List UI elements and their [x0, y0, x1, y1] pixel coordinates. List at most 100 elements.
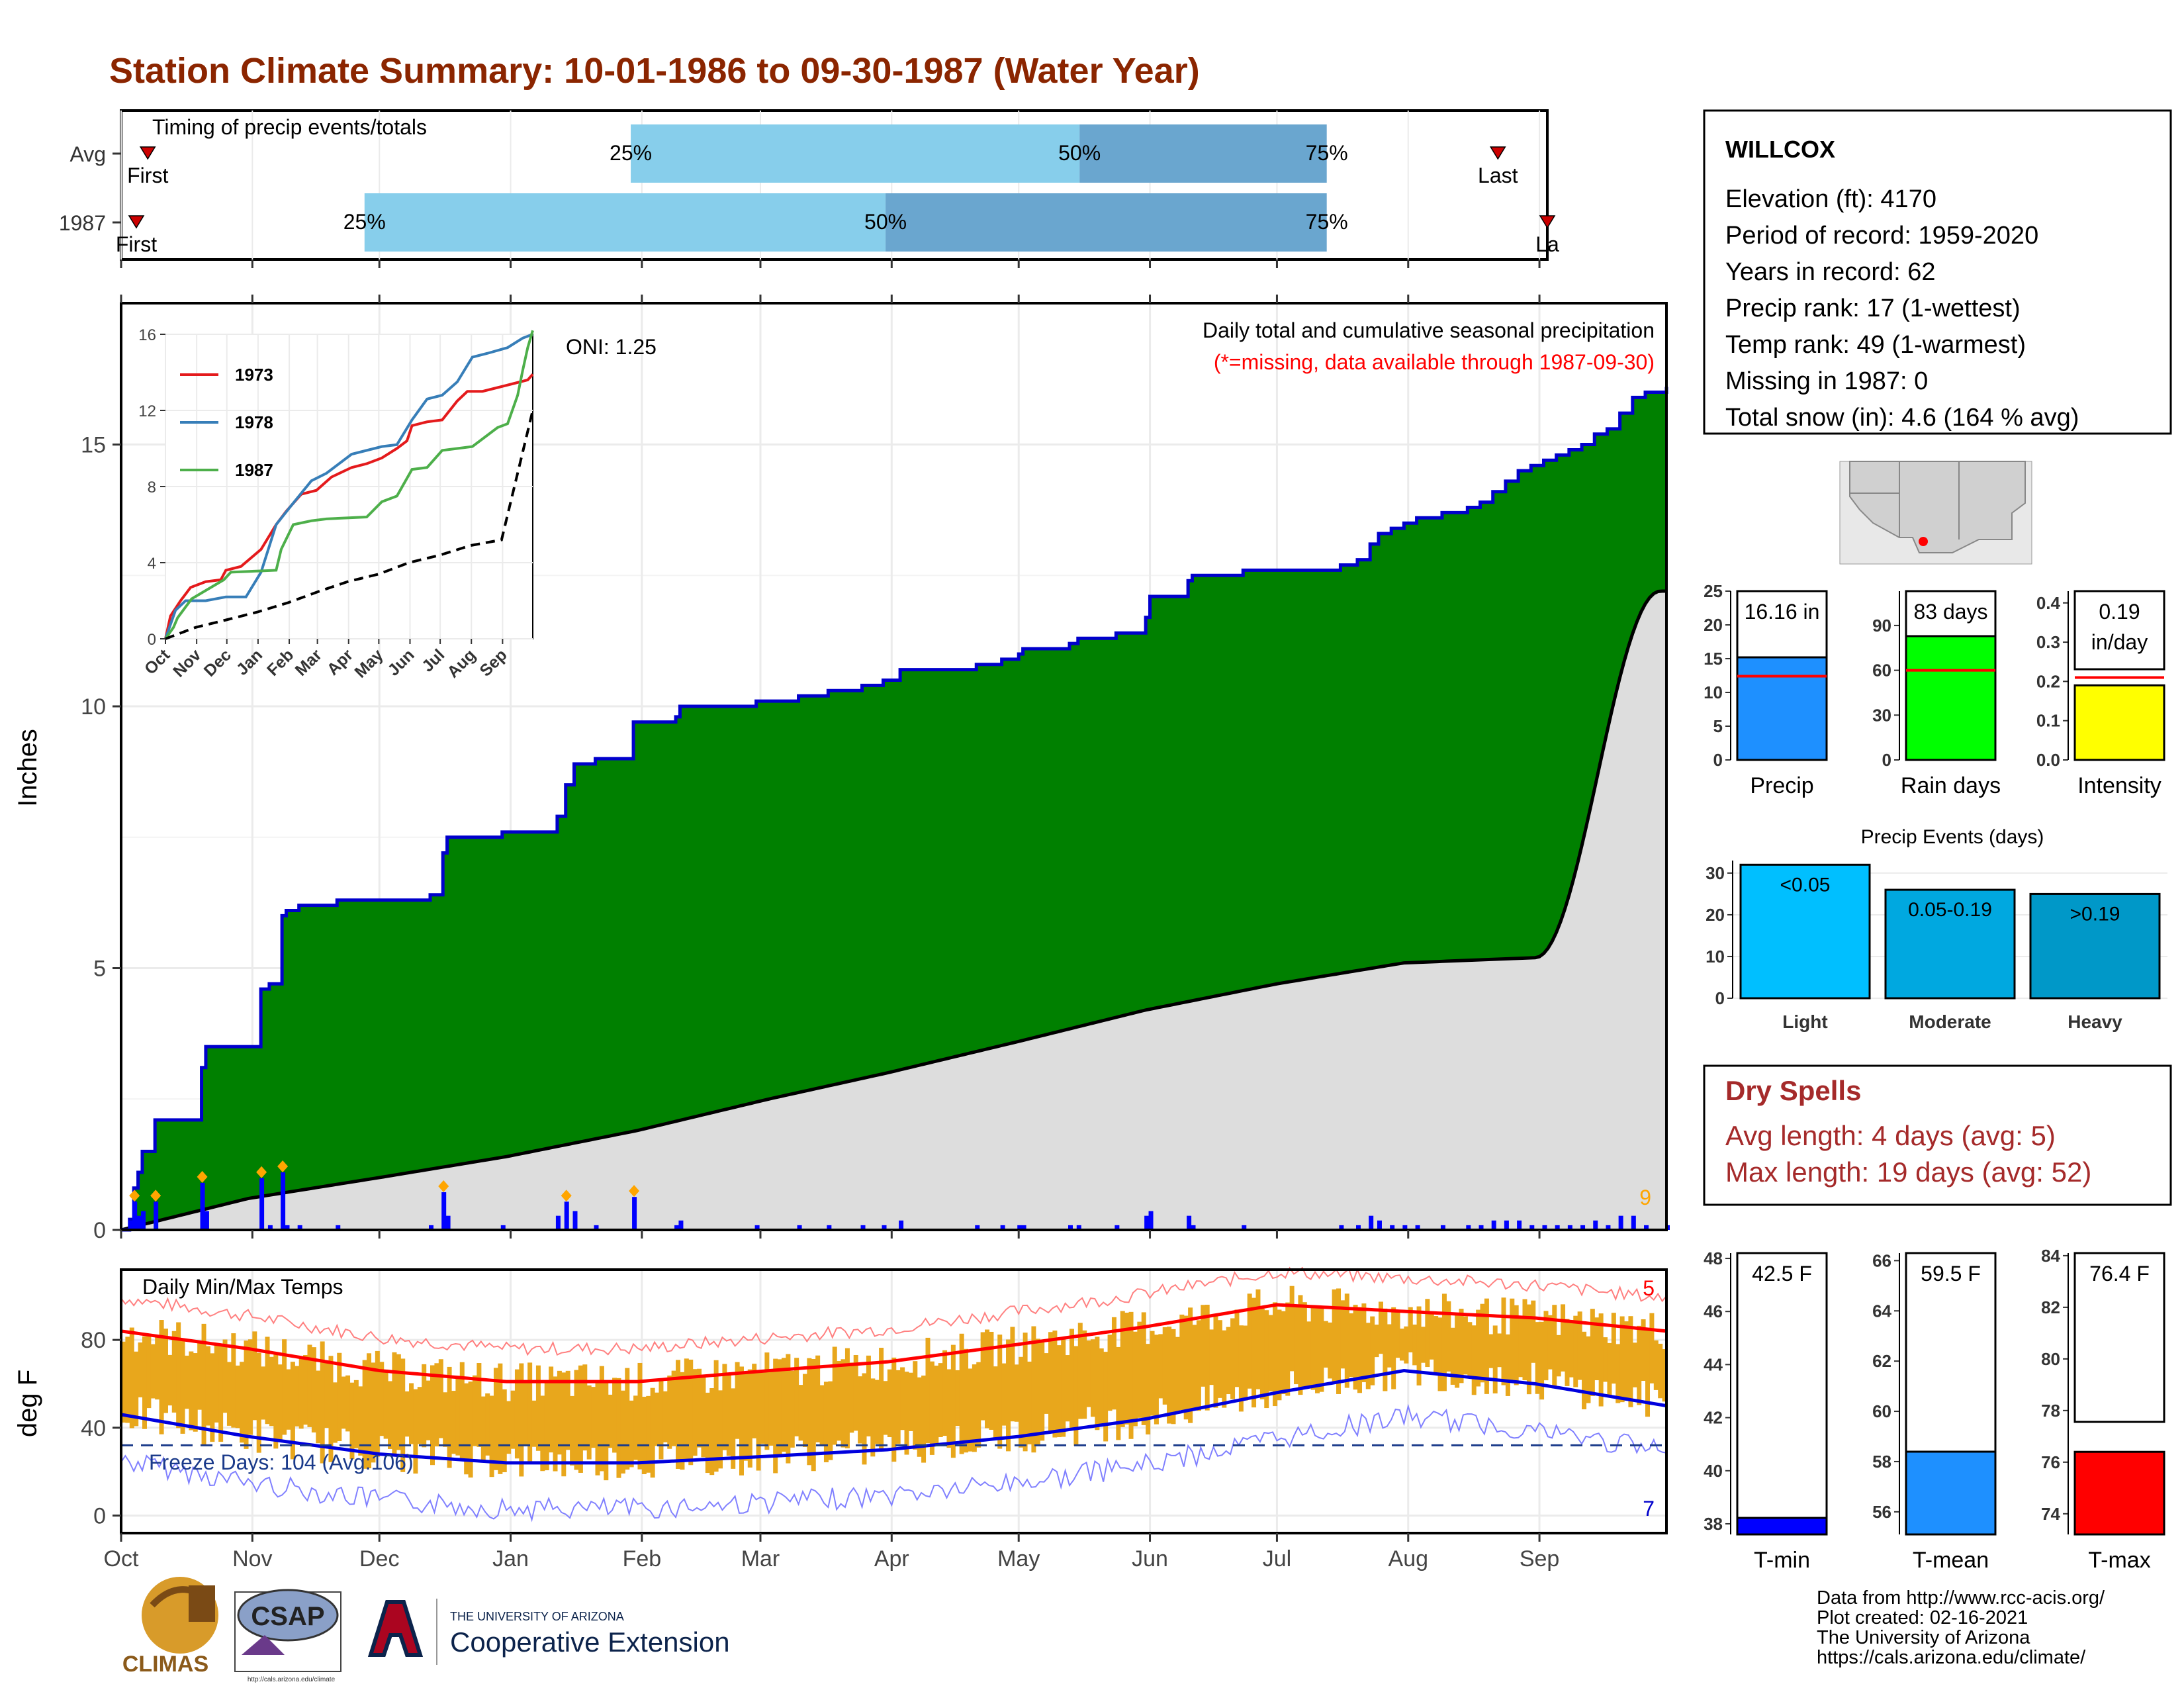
daily-temp-range [807, 1358, 812, 1466]
daily-temp-range [455, 1376, 461, 1456]
daily-temp-range [248, 1339, 253, 1435]
daily-temp-range [1615, 1344, 1621, 1403]
small-bar-ytick-label: 48 [1704, 1248, 1723, 1268]
small-bar-chart: 38 40 42 44 46 48 42.5 F T-min [1704, 1248, 1828, 1573]
station-location-marker [1919, 537, 1928, 546]
daily-temp-range [447, 1366, 452, 1468]
daily-temp-range [1632, 1342, 1637, 1387]
daily-precip-bar [754, 1225, 760, 1230]
month-label: May [997, 1546, 1040, 1571]
daily-temp-range [163, 1329, 168, 1413]
dry-spells-frame [1703, 1064, 2172, 1206]
small-bar-category: Rain days [1901, 773, 2001, 798]
daily-temp-range [802, 1374, 807, 1447]
timing-bar-dark [886, 193, 1327, 252]
daily-temp-range [1577, 1311, 1582, 1380]
small-bar-ytick-label: 82 [2041, 1297, 2060, 1317]
month-label: Feb [623, 1546, 662, 1571]
daily-temp-range [1488, 1334, 1494, 1368]
inset-legend-label: 1987 [235, 460, 273, 480]
daily-precip-bar [1369, 1215, 1374, 1230]
timing-bar-dark [1079, 124, 1327, 183]
daily-temp-range [295, 1366, 300, 1427]
daily-temp-range [1662, 1349, 1667, 1402]
daily-precip-bar [1466, 1225, 1471, 1230]
daily-temp-range [1158, 1334, 1163, 1399]
events-bar-label: >0.19 [2070, 903, 2120, 925]
daily-temp-range [676, 1360, 681, 1469]
record-low-line [120, 1403, 1667, 1523]
daily-temp-range [853, 1354, 858, 1431]
daily-temp-range [480, 1396, 486, 1461]
daily-temp-range [692, 1369, 698, 1456]
daily-temp-range [493, 1368, 498, 1470]
daily-temp-range [938, 1363, 943, 1438]
daily-temp-range [1526, 1304, 1531, 1395]
daily-temp-range [337, 1352, 342, 1441]
small-bar-ytick-label: 40 [1704, 1461, 1723, 1481]
daily-temp-range [874, 1380, 880, 1444]
small-bar-ytick-label: 90 [1872, 616, 1891, 635]
small-bar-ytick-label: 0 [1882, 750, 1891, 770]
small-bar-value-label: 76.4 F [2089, 1262, 2150, 1286]
daily-temp-range [320, 1341, 325, 1464]
small-bar-ytick-label: 30 [1872, 705, 1891, 725]
daily-precip-bar [200, 1182, 205, 1230]
footer-line-1: Plot created: 02-16-2021 [1817, 1607, 2028, 1628]
daily-temp-range [1073, 1346, 1079, 1446]
daily-temp-range [955, 1370, 960, 1427]
daily-precip-bar [1580, 1225, 1586, 1230]
station-line-1: Period of record: 1959-2020 [1725, 222, 2038, 250]
daily-temp-range [1459, 1309, 1464, 1383]
climas-logo-text: CLIMAS [122, 1652, 208, 1677]
timing-p75-label: 75% [1306, 141, 1348, 165]
daily-temp-range [1420, 1327, 1426, 1363]
daily-temp-range [150, 1344, 156, 1399]
daily-precip-bar [1542, 1225, 1547, 1230]
daily-temp-range [531, 1400, 537, 1447]
daily-temp-range [650, 1387, 655, 1478]
daily-temp-range [620, 1390, 625, 1474]
daily-precip-bar [1021, 1225, 1026, 1230]
temp-frame [120, 1268, 1668, 1534]
inset-ytick-label: 8 [148, 479, 156, 496]
daily-temp-range [879, 1348, 884, 1452]
station-box: WILLCOX Elevation (ft): 4170 Period of r… [1703, 109, 2172, 435]
daily-temp-range [1103, 1352, 1109, 1442]
daily-temp-range [1484, 1298, 1489, 1394]
daily-temp-range [464, 1383, 469, 1475]
daily-temp-range [167, 1354, 173, 1406]
daily-temp-range [1497, 1333, 1502, 1368]
daily-temp-range [1277, 1309, 1282, 1401]
daily-temp-range [1090, 1339, 1095, 1417]
daily-temp-range [1598, 1313, 1604, 1407]
timing-first-marker [128, 215, 145, 229]
daily-temp-range [1238, 1325, 1244, 1412]
daily-temp-range [1310, 1305, 1316, 1390]
daily-temp-range [1167, 1327, 1172, 1424]
daily-temp-range [883, 1381, 888, 1435]
daily-temp-range [184, 1355, 189, 1409]
events-title: Precip Events (days) [1861, 826, 2044, 848]
station-line-0: Elevation (ft): 4170 [1725, 185, 1936, 213]
daily-precip-bar [136, 1215, 142, 1230]
daily-temp-range [574, 1370, 579, 1470]
station-line-2: Years in record: 62 [1725, 258, 1936, 286]
normal-min-line [120, 1369, 1667, 1465]
daily-temp-range [659, 1378, 664, 1460]
daily-temp-range [1124, 1313, 1130, 1425]
daily-temp-range [519, 1363, 524, 1477]
dry-spells-box: Dry Spells Avg length: 4 days (avg: 5) M… [1703, 1064, 2172, 1206]
daily-temp-range [409, 1383, 414, 1444]
daily-temp-range [498, 1363, 503, 1474]
daily-temp-range [641, 1397, 647, 1474]
inset-series-line [164, 333, 533, 639]
daily-temp-range [612, 1378, 617, 1453]
daily-temp-range [205, 1346, 210, 1426]
daily-temp-range [858, 1376, 863, 1444]
daily-temp-range [426, 1380, 431, 1440]
events-category: Heavy [2068, 1011, 2122, 1032]
daily-precip-bar [297, 1225, 302, 1230]
precip-ytick-label: 15 [81, 433, 106, 458]
dry-spells-avg: Avg length: 4 days (avg: 5) [1725, 1120, 2056, 1151]
